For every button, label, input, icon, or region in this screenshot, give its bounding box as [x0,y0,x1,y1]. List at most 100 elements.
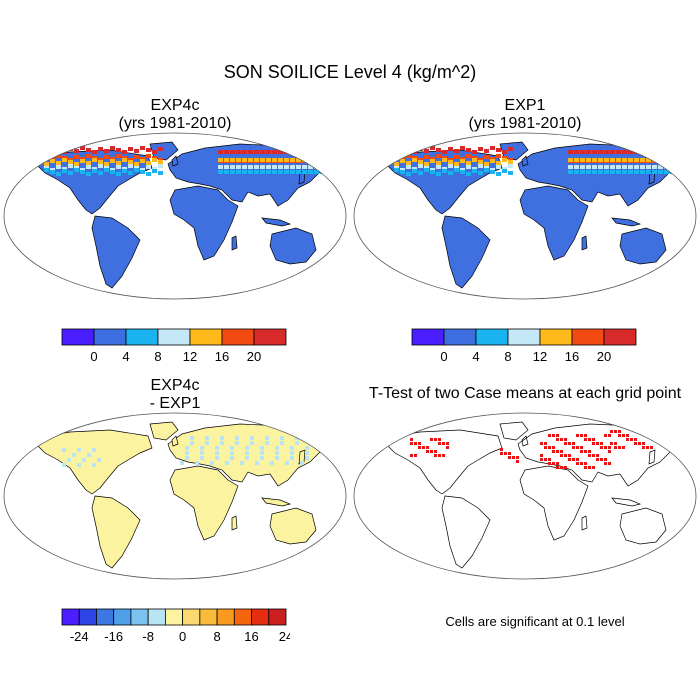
cell [652,165,657,169]
cell [254,170,259,174]
map-outline [353,412,697,580]
cell [290,158,295,162]
significant-cell [556,466,559,469]
cell [478,160,483,164]
significant-cell [572,442,575,445]
colorbar-swatch [182,608,201,626]
continent-indonesia [261,217,292,227]
significant-cell [540,458,543,461]
cell [496,161,501,165]
colorbar-swatch [475,328,509,346]
cell [610,150,615,154]
continent-south-america [91,215,141,289]
cell [424,162,429,166]
cell [82,458,86,462]
cell [484,168,489,172]
cell [62,158,67,162]
cell [628,150,633,154]
cell [580,150,585,154]
continent-africa [519,185,589,261]
significant-cell [552,450,555,453]
cell [230,165,235,169]
cell [442,169,447,173]
cell [676,158,681,162]
cell [406,154,411,158]
significant-cell [614,442,617,445]
cell [77,463,81,467]
cell [116,161,121,165]
significant-cell [544,446,547,449]
cell [326,170,331,174]
cell [574,158,579,162]
cell [146,165,151,169]
cell [320,159,325,163]
significant-cell [576,434,579,437]
cell [72,453,76,457]
significant-cell [584,450,587,453]
significant-cell [434,450,437,453]
significant-cell [626,434,629,437]
continent-australia [269,227,317,265]
cell [406,165,411,169]
significant-cell [568,458,571,461]
cell [218,170,223,174]
cell [128,164,133,168]
cell [658,170,663,174]
significant-cell [646,446,649,449]
cell [502,150,507,154]
cell [248,158,253,162]
cell [86,172,91,176]
cell [586,150,591,154]
cell [224,158,229,162]
cell [260,165,265,169]
significant-cell [568,454,571,457]
significant-cell [608,434,611,437]
significant-cell [414,442,417,445]
cell [574,165,579,169]
cell [260,158,265,162]
significant-cell [588,450,591,453]
significant-cell [576,458,579,461]
cell [92,150,97,154]
cell [265,436,269,440]
cell [44,168,49,172]
cell [436,172,441,176]
cell [215,456,219,460]
cell [62,448,66,452]
cell [74,155,79,159]
cell [472,169,477,173]
continent-uk [521,435,529,447]
cell [616,170,621,174]
cell [270,461,274,465]
cell [185,451,189,455]
cell [478,164,483,168]
significant-cell [438,454,441,457]
cell [574,170,579,174]
cell [190,441,194,445]
cell [68,164,73,168]
cell [406,172,411,176]
cell [424,149,429,153]
cell [235,441,239,445]
cell [80,159,85,163]
significant-cell [576,446,579,449]
cell [195,461,199,465]
cell [128,160,133,164]
cell [598,170,603,174]
significant-cell [608,450,611,453]
cell [394,155,399,159]
cell [300,461,304,465]
cell [220,436,224,440]
significant-cell [544,458,547,461]
cell [220,441,224,445]
cell [484,155,489,159]
colorbar-tick-label: 0 [90,349,97,364]
cell [86,154,91,158]
cell [200,456,204,460]
colorbar-tick-label: -24 [70,629,89,644]
cell [278,165,283,169]
cell [248,165,253,169]
cell [245,446,249,450]
significant-cell [500,448,503,451]
high-latitude-cells [62,436,309,467]
